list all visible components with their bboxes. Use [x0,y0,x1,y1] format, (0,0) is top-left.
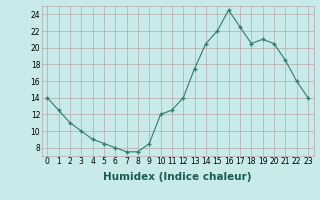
X-axis label: Humidex (Indice chaleur): Humidex (Indice chaleur) [103,172,252,182]
